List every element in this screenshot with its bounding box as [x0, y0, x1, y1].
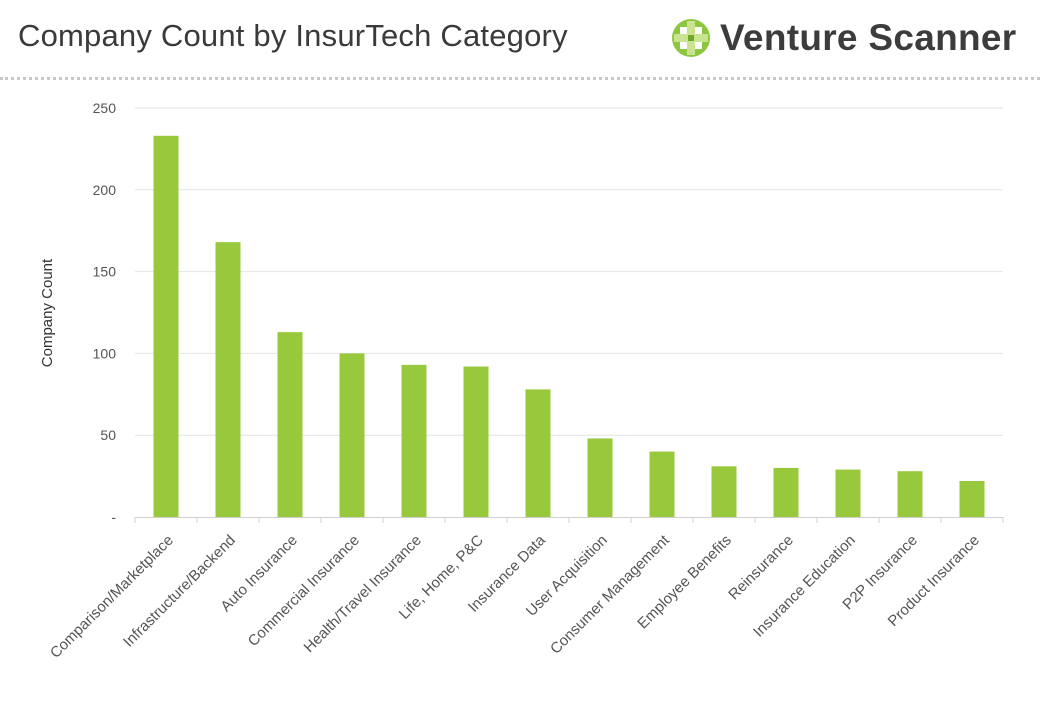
x-tick-label: Health/Travel Insurance [301, 532, 425, 656]
y-tick-label: 200 [93, 182, 117, 198]
bar [463, 366, 489, 517]
bar [215, 242, 241, 518]
brand-name: Venture Scanner [720, 17, 1017, 58]
x-tick-label: Insurance Education [750, 532, 859, 641]
brand-logo[interactable]: Venture Scanner [670, 14, 1017, 62]
bars [153, 135, 985, 518]
x-axis-labels: Comparison/MarketplaceInfrastructure/Bac… [47, 531, 983, 662]
x-tick-label: Infrastructure/Backend [120, 532, 239, 651]
y-tick-label: 150 [93, 264, 117, 280]
y-tick-label: 100 [93, 345, 117, 361]
bar [587, 438, 613, 517]
bar [153, 135, 179, 517]
bar [835, 469, 861, 517]
bar [649, 451, 675, 517]
header: Company Count by InsurTech Category Vent… [0, 0, 1040, 80]
grid-lines [135, 107, 1003, 436]
bar [339, 353, 365, 517]
bar [959, 481, 985, 517]
y-axis-title: Company Count [39, 258, 56, 367]
bar [773, 467, 799, 517]
y-tick-label: - [111, 509, 116, 525]
x-tick-label: Comparison/Marketplace [47, 532, 177, 662]
venture-scanner-logo-icon [672, 19, 710, 57]
y-axis-ticks: - 50 100 150 200 250 [93, 100, 117, 525]
y-tick-label: 250 [93, 100, 117, 116]
bar [277, 332, 303, 517]
header-divider [0, 77, 1040, 80]
bar [525, 389, 551, 517]
bar [897, 471, 923, 517]
x-tick-label: Commercial Insurance [245, 532, 363, 650]
y-tick-label: 50 [100, 427, 116, 443]
chart-title: Company Count by InsurTech Category [18, 18, 568, 53]
x-axis [134, 517, 1004, 523]
bar [401, 364, 427, 517]
x-tick-label: Consumer Management [547, 531, 673, 657]
bar [711, 466, 737, 517]
